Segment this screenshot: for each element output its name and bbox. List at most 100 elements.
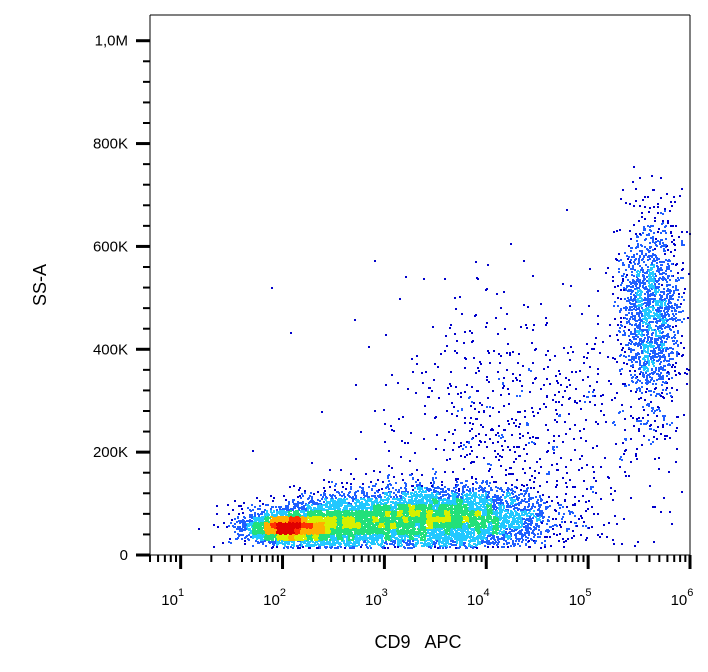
event-dot bbox=[267, 532, 269, 534]
event-dot bbox=[312, 502, 314, 504]
plot-area bbox=[150, 15, 690, 555]
event-dot bbox=[213, 546, 215, 548]
event-dot bbox=[349, 547, 351, 549]
event-dot bbox=[293, 543, 295, 545]
event-dot bbox=[309, 538, 311, 540]
event-dot bbox=[251, 515, 253, 517]
event-dot bbox=[241, 508, 243, 510]
event-dot bbox=[339, 494, 341, 496]
event-dot bbox=[279, 508, 281, 510]
event-dot bbox=[282, 512, 284, 514]
event-dot bbox=[336, 513, 338, 515]
event-dot bbox=[319, 520, 321, 522]
event-dot bbox=[229, 538, 231, 540]
event-dot bbox=[301, 544, 303, 546]
event-dot bbox=[292, 526, 294, 528]
event-dot bbox=[271, 521, 273, 523]
event-dot bbox=[283, 527, 285, 529]
event-dot bbox=[330, 528, 332, 530]
event-dot bbox=[338, 510, 340, 512]
event-dot bbox=[230, 542, 232, 544]
event-dot bbox=[289, 522, 291, 524]
event-dot bbox=[258, 515, 260, 517]
event-dot bbox=[285, 523, 287, 525]
event-dot bbox=[311, 498, 313, 500]
event-dot bbox=[331, 537, 333, 539]
event-dot bbox=[277, 525, 279, 527]
event-dot bbox=[254, 515, 256, 517]
event-dot bbox=[295, 505, 297, 507]
event-dot bbox=[318, 537, 320, 539]
event-dot bbox=[262, 503, 264, 505]
event-dot bbox=[292, 501, 294, 503]
event-dot bbox=[310, 510, 312, 512]
event-dot bbox=[325, 539, 327, 541]
event-dot bbox=[331, 481, 333, 483]
event-dot bbox=[283, 547, 285, 549]
event-dot bbox=[262, 541, 264, 543]
event-dot bbox=[291, 544, 293, 546]
event-dot bbox=[319, 547, 321, 549]
event-dot bbox=[250, 510, 252, 512]
event-dot bbox=[289, 486, 291, 488]
event-dot bbox=[235, 538, 237, 540]
event-dot bbox=[265, 535, 267, 537]
event-dot bbox=[299, 547, 301, 549]
event-dot bbox=[287, 505, 289, 507]
event-dot bbox=[322, 534, 324, 536]
event-dot bbox=[251, 517, 253, 519]
event-dot bbox=[449, 546, 451, 548]
event-dot bbox=[270, 535, 272, 537]
event-dot bbox=[285, 533, 287, 535]
event-dot bbox=[252, 537, 254, 539]
event-dot bbox=[272, 539, 274, 541]
event-dot bbox=[296, 522, 298, 524]
event-dot bbox=[272, 528, 274, 530]
event-dot bbox=[245, 528, 247, 530]
event-dot bbox=[307, 523, 309, 525]
event-dot bbox=[270, 510, 272, 512]
event-dot bbox=[319, 500, 321, 502]
event-dot bbox=[284, 513, 286, 515]
event-dot bbox=[284, 519, 286, 521]
event-dot bbox=[346, 508, 348, 510]
event-dot bbox=[274, 536, 276, 538]
event-dot bbox=[232, 509, 234, 511]
event-dot bbox=[262, 527, 264, 529]
event-dot bbox=[372, 532, 374, 534]
event-dot bbox=[319, 510, 321, 512]
event-dot bbox=[273, 510, 275, 512]
event-dot bbox=[298, 535, 300, 537]
event-dot bbox=[337, 540, 339, 542]
event-dot bbox=[279, 524, 281, 526]
event-dot bbox=[268, 521, 270, 523]
event-dot bbox=[301, 503, 303, 505]
event-dot bbox=[276, 546, 278, 548]
event-dot bbox=[509, 497, 511, 499]
event-dot bbox=[270, 508, 272, 510]
event-dot bbox=[303, 536, 305, 538]
event-dot bbox=[301, 493, 303, 495]
event-dot bbox=[300, 510, 302, 512]
event-dot bbox=[249, 524, 251, 526]
event-dot bbox=[270, 524, 272, 526]
event-dot bbox=[267, 516, 269, 518]
event-dot bbox=[257, 517, 259, 519]
event-dot bbox=[265, 545, 267, 547]
event-dot bbox=[264, 522, 266, 524]
event-dot bbox=[249, 514, 251, 516]
event-dot bbox=[304, 538, 306, 540]
event-dot bbox=[303, 507, 305, 509]
event-dot bbox=[293, 518, 295, 520]
event-dot bbox=[222, 542, 224, 544]
event-dot bbox=[299, 544, 301, 546]
event-dot bbox=[355, 497, 357, 499]
event-dot bbox=[312, 516, 314, 518]
event-dot bbox=[291, 530, 293, 532]
event-dot bbox=[302, 541, 304, 543]
event-dot bbox=[290, 546, 292, 548]
event-dot bbox=[234, 531, 236, 533]
event-dot bbox=[343, 513, 345, 515]
event-dot bbox=[228, 525, 230, 527]
